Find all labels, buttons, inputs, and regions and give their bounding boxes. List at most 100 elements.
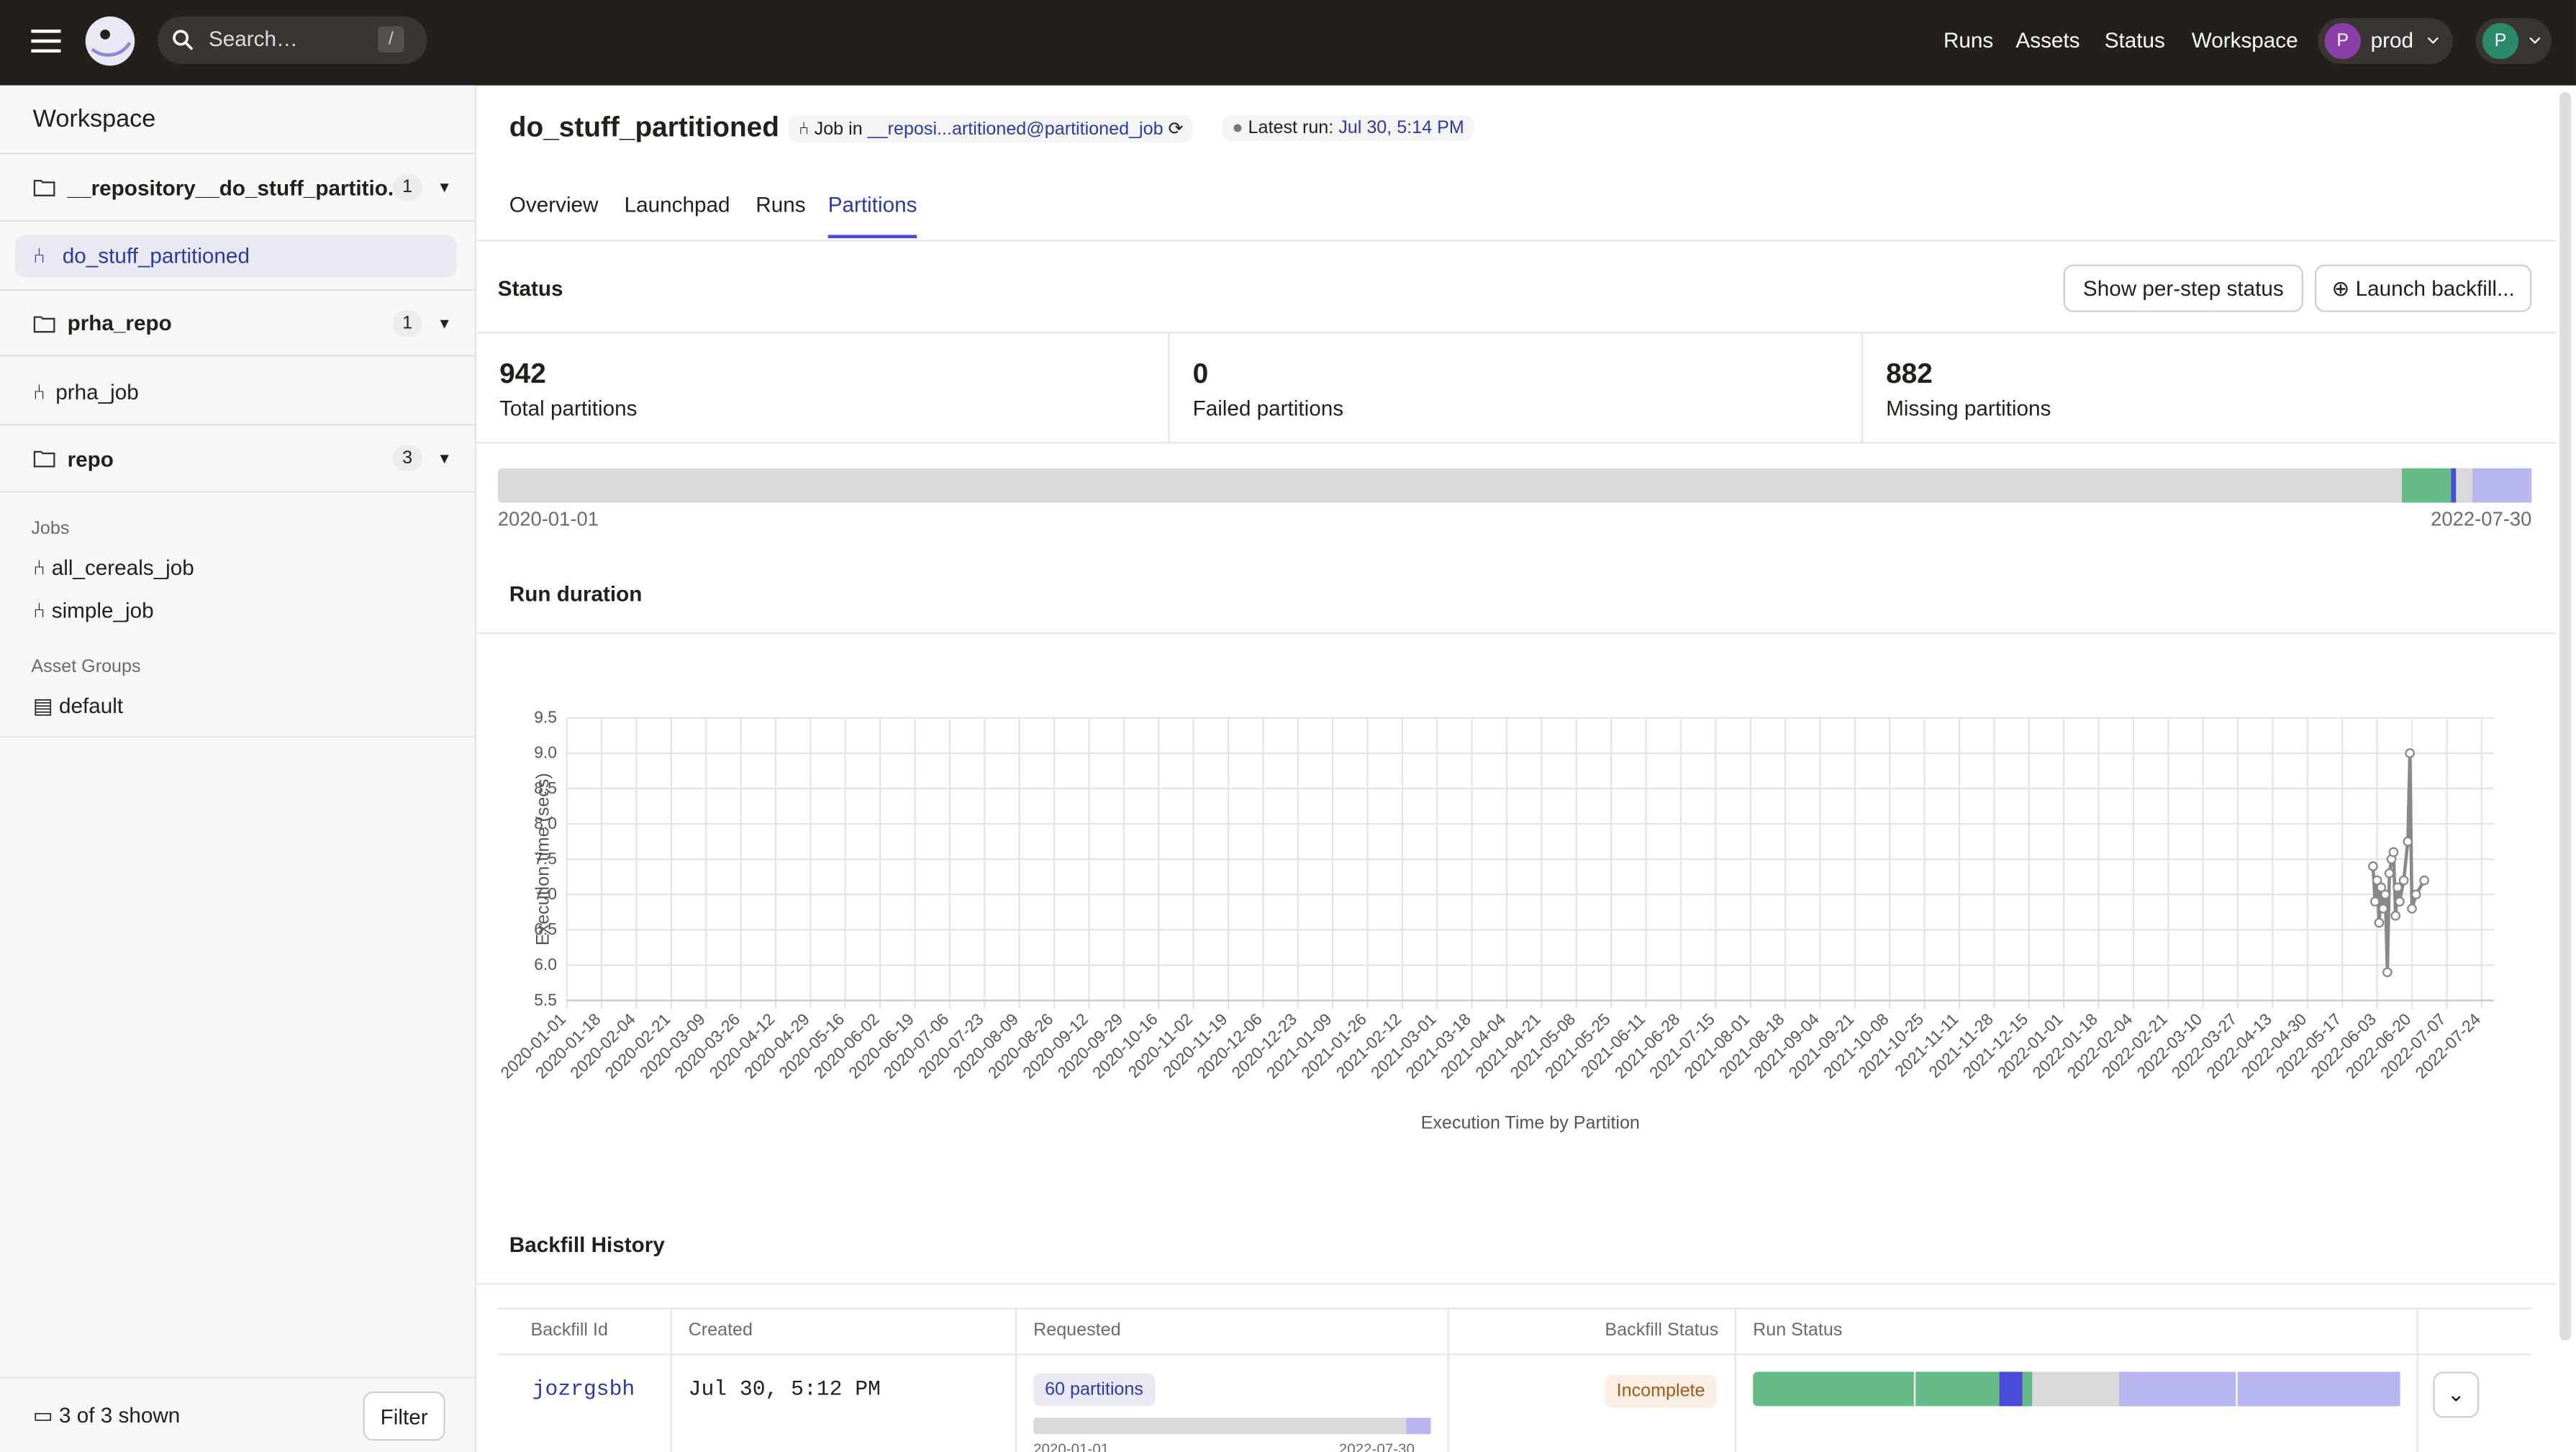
job-name[interactable]: simple_job: [51, 598, 154, 623]
asset-group-name[interactable]: default: [58, 693, 124, 718]
search-icon: [173, 30, 194, 50]
caret[interactable]: ▼: [437, 314, 452, 332]
menu-icon[interactable]: [30, 27, 63, 56]
nav-link[interactable]: Workspace: [2191, 27, 2298, 53]
section-title: Status: [497, 276, 563, 301]
sidebar: Workspace __repository__do_stuff_partiti…: [0, 85, 477, 1452]
user-avatar: P: [2482, 22, 2519, 60]
folder-icon: [33, 450, 55, 468]
run-duration-chart: 5.56.06.57.07.58.08.59.09.52020-01-01202…: [496, 708, 2494, 1133]
point: [2368, 861, 2378, 871]
point: [2405, 748, 2415, 758]
requested-tag[interactable]: 60 partitions: [1033, 1373, 1155, 1407]
section-heading: Jobs: [31, 519, 70, 539]
repo-count: 3: [392, 445, 422, 472]
partition-status-bar: [497, 468, 2532, 503]
job-link[interactable]: ⑃ all_cereals_job: [32, 555, 194, 580]
search-shortcut: /: [378, 26, 404, 53]
y-tick-label: 7.0: [534, 884, 557, 903]
column-header: Backfill Status: [1605, 1320, 1719, 1341]
folder-icon: [33, 315, 55, 332]
range-start: 2020-01-01: [1033, 1440, 1110, 1452]
search-placeholder: Search…: [208, 26, 298, 51]
point: [2398, 875, 2409, 886]
tab[interactable]: Runs: [756, 192, 806, 217]
range-end: 2022-07-30: [1338, 1440, 1415, 1452]
status-tag: Incomplete: [1605, 1375, 1717, 1408]
nav-link[interactable]: Status: [2104, 27, 2165, 53]
point: [2380, 889, 2390, 900]
point: [2419, 875, 2429, 886]
section-title: Backfill History: [509, 1232, 665, 1257]
job-name[interactable]: all_cereals_job: [51, 555, 194, 580]
backfill-id[interactable]: jozrgsbh: [532, 1376, 635, 1402]
nav-link[interactable]: Assets: [2015, 27, 2080, 53]
range-start: 2020-01-01: [497, 507, 599, 531]
point: [2382, 967, 2393, 978]
stat-value: 942: [499, 358, 546, 390]
repo-row[interactable]: prha_repo 1 ▼: [0, 289, 475, 357]
latest-run-tag: ● Latest run: Jul 30, 5:14 PM: [1222, 114, 1474, 142]
job-row[interactable]: ⑃ prha_job: [0, 358, 475, 426]
tab-active[interactable]: Partitions: [827, 192, 917, 239]
caret[interactable]: ▼: [437, 450, 452, 467]
stat-label: Missing partitions: [1886, 396, 2051, 421]
job-repo-tag: ⑃ Job in __reposi...artitioned@partition…: [788, 114, 1194, 143]
label: Latest run:: [1248, 118, 1334, 138]
nav-link[interactable]: Runs: [1943, 27, 1994, 53]
deployment-switcher[interactable]: P prod: [2318, 18, 2453, 65]
sidebar-title: Workspace: [0, 86, 475, 155]
point: [2411, 889, 2421, 900]
range-end: 2022-07-30: [2431, 507, 2532, 531]
y-tick-label: 8.0: [534, 814, 557, 832]
latest-run-link[interactable]: Jul 30, 5:14 PM: [1338, 118, 1464, 138]
column-header: Requested: [1033, 1320, 1121, 1341]
shown-count: 3 of 3 shown: [58, 1402, 181, 1428]
job-link[interactable]: ⑃ simple_job: [32, 598, 154, 623]
job-row[interactable]: ⑃ do_stuff_partitioned: [0, 222, 475, 289]
y-tick-label: 5.5: [534, 990, 557, 1009]
launch-backfill-button[interactable]: ⊕ Launch backfill...: [2314, 264, 2532, 312]
scrollbar[interactable]: [2559, 91, 2572, 1341]
section-title: Run duration: [509, 581, 643, 607]
job-name[interactable]: prha_job: [55, 378, 139, 404]
folder-icon: [33, 180, 55, 196]
y-tick-label: 9.0: [534, 743, 557, 762]
repo-row[interactable]: __repository__do_stuff_partitio... 1 ▼: [0, 155, 475, 222]
section-heading: Asset Groups: [31, 657, 141, 677]
repo-link[interactable]: __reposi...artitioned@partitioned_job: [867, 119, 1164, 140]
point: [2384, 868, 2395, 879]
job-name[interactable]: do_stuff_partitioned: [62, 242, 250, 268]
repo-row[interactable]: repo 3 ▼: [0, 425, 475, 493]
stat-value: 882: [1886, 358, 1933, 390]
expand-button[interactable]: ⌄: [2433, 1371, 2480, 1418]
tab[interactable]: Overview: [509, 192, 599, 217]
top-bar: Search… / Runs Assets Status Workspace P…: [0, 0, 2576, 86]
point: [2374, 917, 2385, 928]
repo-name: __repository__do_stuff_partitio...: [67, 175, 406, 200]
point: [2407, 903, 2417, 914]
column-header: Created: [688, 1320, 753, 1341]
main: do_stuff_partitioned ⑃ Job in __reposi..…: [476, 86, 2557, 1452]
logo[interactable]: [82, 13, 138, 69]
label: Job in: [814, 119, 863, 140]
caret[interactable]: ▼: [437, 178, 452, 196]
deployment-name: prod: [2370, 27, 2414, 53]
filter-button[interactable]: Filter: [363, 1391, 445, 1441]
per-step-button[interactable]: Show per-step status: [2063, 264, 2303, 312]
y-axis-title: Execution time (secs): [533, 773, 553, 945]
user-menu[interactable]: P: [2475, 18, 2552, 65]
y-tick-label: 8.5: [534, 779, 557, 797]
point: [2376, 882, 2387, 893]
asset-group-link[interactable]: ▤ default: [32, 693, 124, 718]
chevron: [2427, 37, 2439, 44]
requested-bar: [1033, 1417, 1431, 1435]
backfill-table: Backfill Id Created Requested Backfill S…: [497, 1307, 2532, 1452]
search-box[interactable]: Search… /: [158, 16, 427, 65]
tab[interactable]: Launchpad: [624, 192, 730, 217]
point: [2393, 882, 2403, 893]
point: [2403, 836, 2413, 847]
repo-name: prha_repo: [67, 310, 172, 335]
y-tick-label: 9.5: [534, 708, 557, 727]
